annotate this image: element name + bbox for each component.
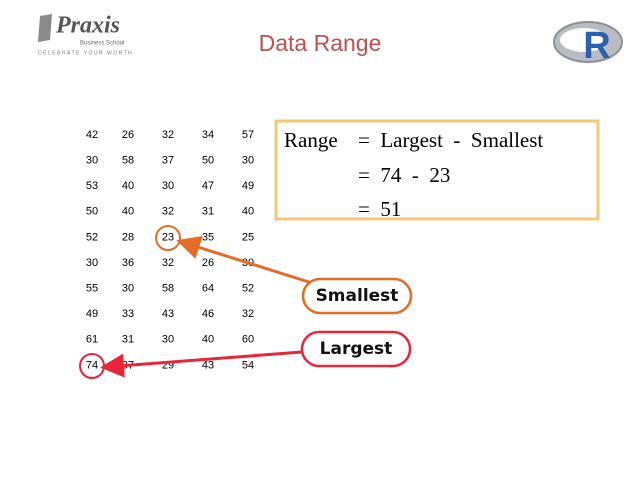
table-cell: 53 <box>86 180 98 192</box>
table-cell: 30 <box>86 155 98 167</box>
table-cell: 32 <box>162 129 174 141</box>
table-cell: 23 <box>162 231 174 243</box>
table-cell: 47 <box>202 180 214 192</box>
r-logo: R <box>553 21 623 67</box>
table-cell: 40 <box>122 180 134 192</box>
table-cell: 28 <box>122 231 134 243</box>
table-cell: 32 <box>162 257 174 269</box>
table-cell: 32 <box>242 308 254 320</box>
table-cell: 26 <box>202 257 214 269</box>
table-cell: 64 <box>202 283 214 295</box>
r-logo-hole <box>560 28 608 52</box>
largest-arrow <box>100 350 303 378</box>
table-cell: 43 <box>162 308 174 320</box>
logo-mark <box>38 14 52 42</box>
formula-lhs: Range <box>284 128 338 152</box>
table-cell: 55 <box>86 283 98 295</box>
table-cell: 46 <box>202 308 214 320</box>
table-cell: 31 <box>122 334 134 346</box>
praxis-logo: Praxis Business School CELEBRATE YOUR WO… <box>38 13 133 56</box>
formula-line: = 74 - 23 <box>358 163 450 187</box>
table-cell: 30 <box>86 257 98 269</box>
table-cell: 52 <box>86 231 98 243</box>
smallest-callout <box>301 277 413 315</box>
table-cell: 30 <box>162 180 174 192</box>
table-cell: 60 <box>242 334 254 346</box>
smallest-arrow <box>176 235 313 285</box>
table-cell: 25 <box>242 231 254 243</box>
r-logo-letter: R <box>583 25 610 67</box>
table-cell: 74 <box>86 359 98 371</box>
table-cell: 58 <box>122 155 134 167</box>
table-cell: 42 <box>86 129 98 141</box>
formula-line: = 51 <box>358 197 401 221</box>
table-cell: 30 <box>242 155 254 167</box>
table-cell: 43 <box>202 359 214 371</box>
largest-label: Largest <box>320 339 393 359</box>
table-cell: 30 <box>162 334 174 346</box>
table-cell: 61 <box>86 334 98 346</box>
slide-title: Data Range <box>259 30 382 56</box>
formula-line: = Largest - Smallest <box>358 128 543 152</box>
logo-subtitle: Business School <box>80 41 124 47</box>
table-cell: 49 <box>86 308 98 320</box>
table-cell: 49 <box>242 180 254 192</box>
table-cell: 57 <box>242 129 254 141</box>
logo-tagline: CELEBRATE YOUR WORTH <box>38 50 133 56</box>
table-cell: 40 <box>242 206 254 218</box>
table-cell: 40 <box>202 334 214 346</box>
table-cell: 36 <box>122 257 134 269</box>
table-cell: 30 <box>122 283 134 295</box>
table-cell: 34 <box>202 129 214 141</box>
table-cell: 50 <box>86 206 98 218</box>
table-cell: 32 <box>162 206 174 218</box>
table-cell: 58 <box>162 283 174 295</box>
smallest-label: Smallest <box>316 286 399 306</box>
table-cell: 54 <box>242 359 254 371</box>
table-cell: 50 <box>202 155 214 167</box>
formula-box <box>274 119 600 221</box>
table-cell: 26 <box>122 129 134 141</box>
table-cell: 52 <box>242 283 254 295</box>
table-cell: 40 <box>122 206 134 218</box>
table-cell: 31 <box>202 206 214 218</box>
table-cell: 37 <box>162 155 174 167</box>
largest-callout <box>300 330 412 368</box>
logo-text: Praxis <box>55 13 120 39</box>
table-cell: 35 <box>202 231 214 243</box>
table-cell: 33 <box>122 308 134 320</box>
